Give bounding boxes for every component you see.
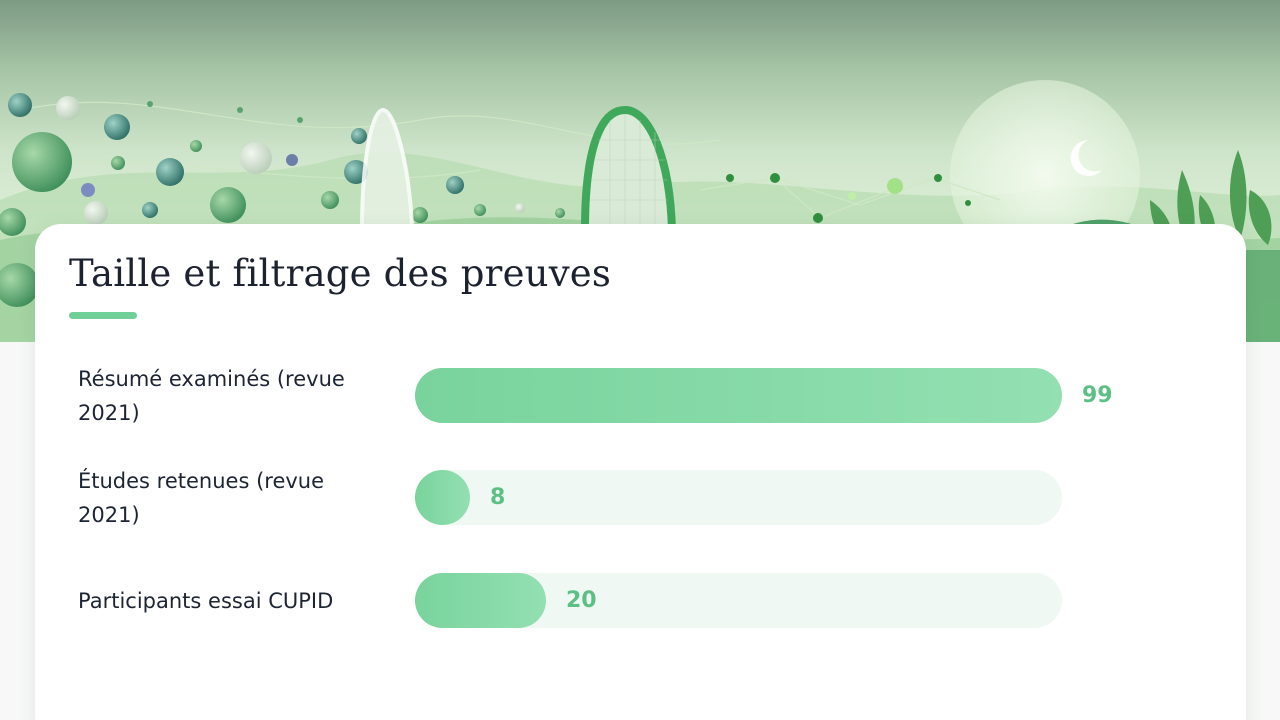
chart-title: Taille et filtrage des preuves (69, 252, 612, 295)
bar-track (415, 573, 1062, 628)
chart-card: Taille et filtrage des preuves Résumé ex… (35, 224, 1246, 720)
bar (415, 368, 1062, 423)
bar-value-label: 8 (490, 485, 506, 510)
bar-track (415, 368, 1062, 423)
bar-label: Participants essai CUPID (78, 589, 334, 613)
bar (415, 470, 470, 525)
bar (415, 573, 546, 628)
title-underline-accent (69, 312, 137, 319)
bar-value-label: 99 (1082, 383, 1113, 408)
bar-label: Études retenues (revue 2021) (78, 469, 325, 527)
bar-value-label: 20 (566, 588, 597, 613)
bar-label: Résumé examinés (revue 2021) (78, 367, 345, 425)
bar-track (415, 470, 1062, 525)
